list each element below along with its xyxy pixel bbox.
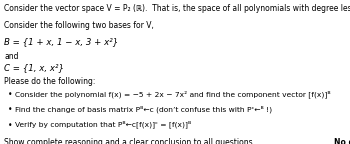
Text: Verify by computation that Pᴮ←c[f(x)]ᶜ = [f(x)]ᴮ: Verify by computation that Pᴮ←c[f(x)]ᶜ =… (15, 121, 191, 128)
Text: Find the change of basis matrix Pᴮ←c (don’t confuse this with Pᶜ←ᴮ !): Find the change of basis matrix Pᴮ←c (do… (15, 105, 272, 113)
Text: B = {1 + x, 1 − x, 3 + x²}: B = {1 + x, 1 − x, 3 + x²} (4, 37, 118, 46)
Text: Consider the polynomial f(x) = −5 + 2x − 7x² and find the component vector [f(x): Consider the polynomial f(x) = −5 + 2x −… (15, 90, 330, 98)
Text: •: • (8, 105, 12, 114)
Text: No determinants are allowed in your solution.: No determinants are allowed in your solu… (334, 138, 350, 144)
Text: Show complete reasoning and a clear conclusion to all questions.: Show complete reasoning and a clear conc… (4, 138, 260, 144)
Text: Please do the following:: Please do the following: (4, 77, 96, 86)
Text: •: • (8, 121, 12, 130)
Text: C = {1, x, x²}: C = {1, x, x²} (4, 63, 64, 72)
Text: •: • (8, 90, 12, 99)
Text: Consider the following two bases for V,: Consider the following two bases for V, (4, 21, 154, 30)
Text: and: and (4, 52, 19, 61)
Text: Consider the vector space V = P₂ (ℝ).  That is, the space of all polynomials wit: Consider the vector space V = P₂ (ℝ). Th… (4, 4, 350, 13)
